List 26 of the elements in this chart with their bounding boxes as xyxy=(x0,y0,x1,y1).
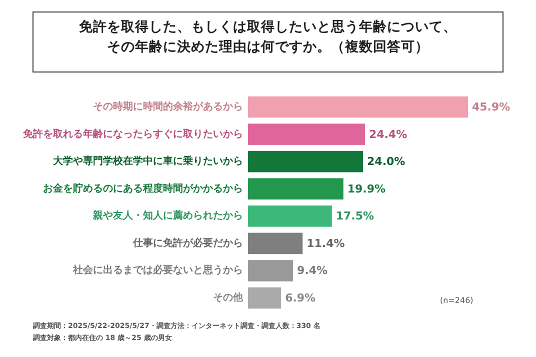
y-tick-label: その他 xyxy=(213,291,244,304)
data-label: 11.4% xyxy=(306,236,345,250)
data-label: 17.5% xyxy=(336,210,374,223)
data-label: 24.4% xyxy=(368,128,408,141)
data-label: 19.9% xyxy=(347,182,386,196)
y-tick-label: 社会に出るまでは必要ないと思うから xyxy=(72,264,243,276)
data-label: 24.0% xyxy=(367,155,406,168)
bar xyxy=(248,178,344,200)
y-tick-label: お金を貯めるのにある程度時間がかかるから xyxy=(43,182,243,194)
bar xyxy=(248,260,294,282)
data-label: 9.4% xyxy=(297,264,328,278)
data-label: 6.9% xyxy=(285,291,316,304)
data-label: 45.9% xyxy=(472,100,510,114)
y-tick-label: 大学や専門学校在学中に車に乗りたいから xyxy=(52,155,243,168)
bar xyxy=(248,232,303,254)
bar xyxy=(248,150,364,172)
chart-title: 免許を取得した、もしくは取得したいと思う年齢について、その年齢に決めた理由は何ですか。（複数回答可） xyxy=(78,19,457,55)
y-tick-label: 親や友人・知人に薦められたから xyxy=(92,210,243,222)
y-tick-label: 免許を取れる年齢になったらすぐに取りたいから xyxy=(22,128,243,140)
bar xyxy=(248,206,332,227)
bar xyxy=(248,287,282,309)
y-tick-label: その時期に時間的余裕があるから xyxy=(93,100,243,113)
y-tick-label: 仕事に免許が必要だから xyxy=(132,236,243,249)
annotation: (n=246) xyxy=(440,296,474,305)
bar xyxy=(248,96,468,118)
bar xyxy=(248,124,365,145)
